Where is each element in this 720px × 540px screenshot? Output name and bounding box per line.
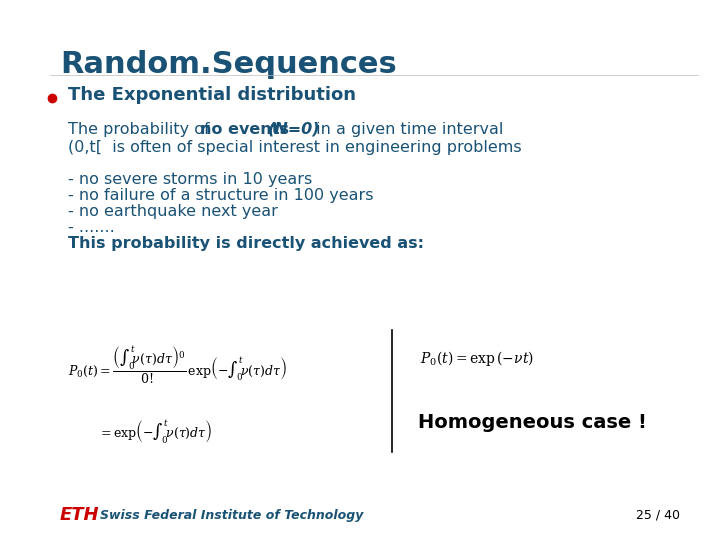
Text: (0,t[  is often of special interest in engineering problems: (0,t[ is often of special interest in en… xyxy=(68,140,521,155)
Text: ETH: ETH xyxy=(60,506,99,524)
Text: $= \exp\!\left(-\int_{0}^{t}\!\nu(\tau)d\tau\right)$: $= \exp\!\left(-\int_{0}^{t}\!\nu(\tau)d… xyxy=(98,418,212,446)
Text: - no earthquake next year: - no earthquake next year xyxy=(68,204,278,219)
Text: Random.Sequences: Random.Sequences xyxy=(60,50,397,79)
Text: - no failure of a structure in 100 years: - no failure of a structure in 100 years xyxy=(68,188,374,203)
Text: $P_0(t)=\dfrac{\left(\int_{0}^{t}\!\nu(\tau)d\tau\right)^{0}}{0!}\,\exp\!\left(-: $P_0(t)=\dfrac{\left(\int_{0}^{t}\!\nu(\… xyxy=(68,344,287,386)
Text: no events: no events xyxy=(200,122,289,137)
Text: Homogeneous case !: Homogeneous case ! xyxy=(418,413,647,431)
Text: - no severe storms in 10 years: - no severe storms in 10 years xyxy=(68,172,312,187)
Text: Swiss Federal Institute of Technology: Swiss Federal Institute of Technology xyxy=(100,509,364,522)
Text: $P_0(t)= \exp\left(-\nu t\right)$: $P_0(t)= \exp\left(-\nu t\right)$ xyxy=(420,348,534,368)
Text: The Exponential distribution: The Exponential distribution xyxy=(68,86,356,104)
Text: (N=0): (N=0) xyxy=(268,122,320,137)
Text: in a given time interval: in a given time interval xyxy=(311,122,503,137)
Text: 25 / 40: 25 / 40 xyxy=(636,509,680,522)
Text: The probability of: The probability of xyxy=(68,122,210,137)
Text: This probability is directly achieved as:: This probability is directly achieved as… xyxy=(68,236,424,251)
Text: - .......: - ....... xyxy=(68,220,114,235)
